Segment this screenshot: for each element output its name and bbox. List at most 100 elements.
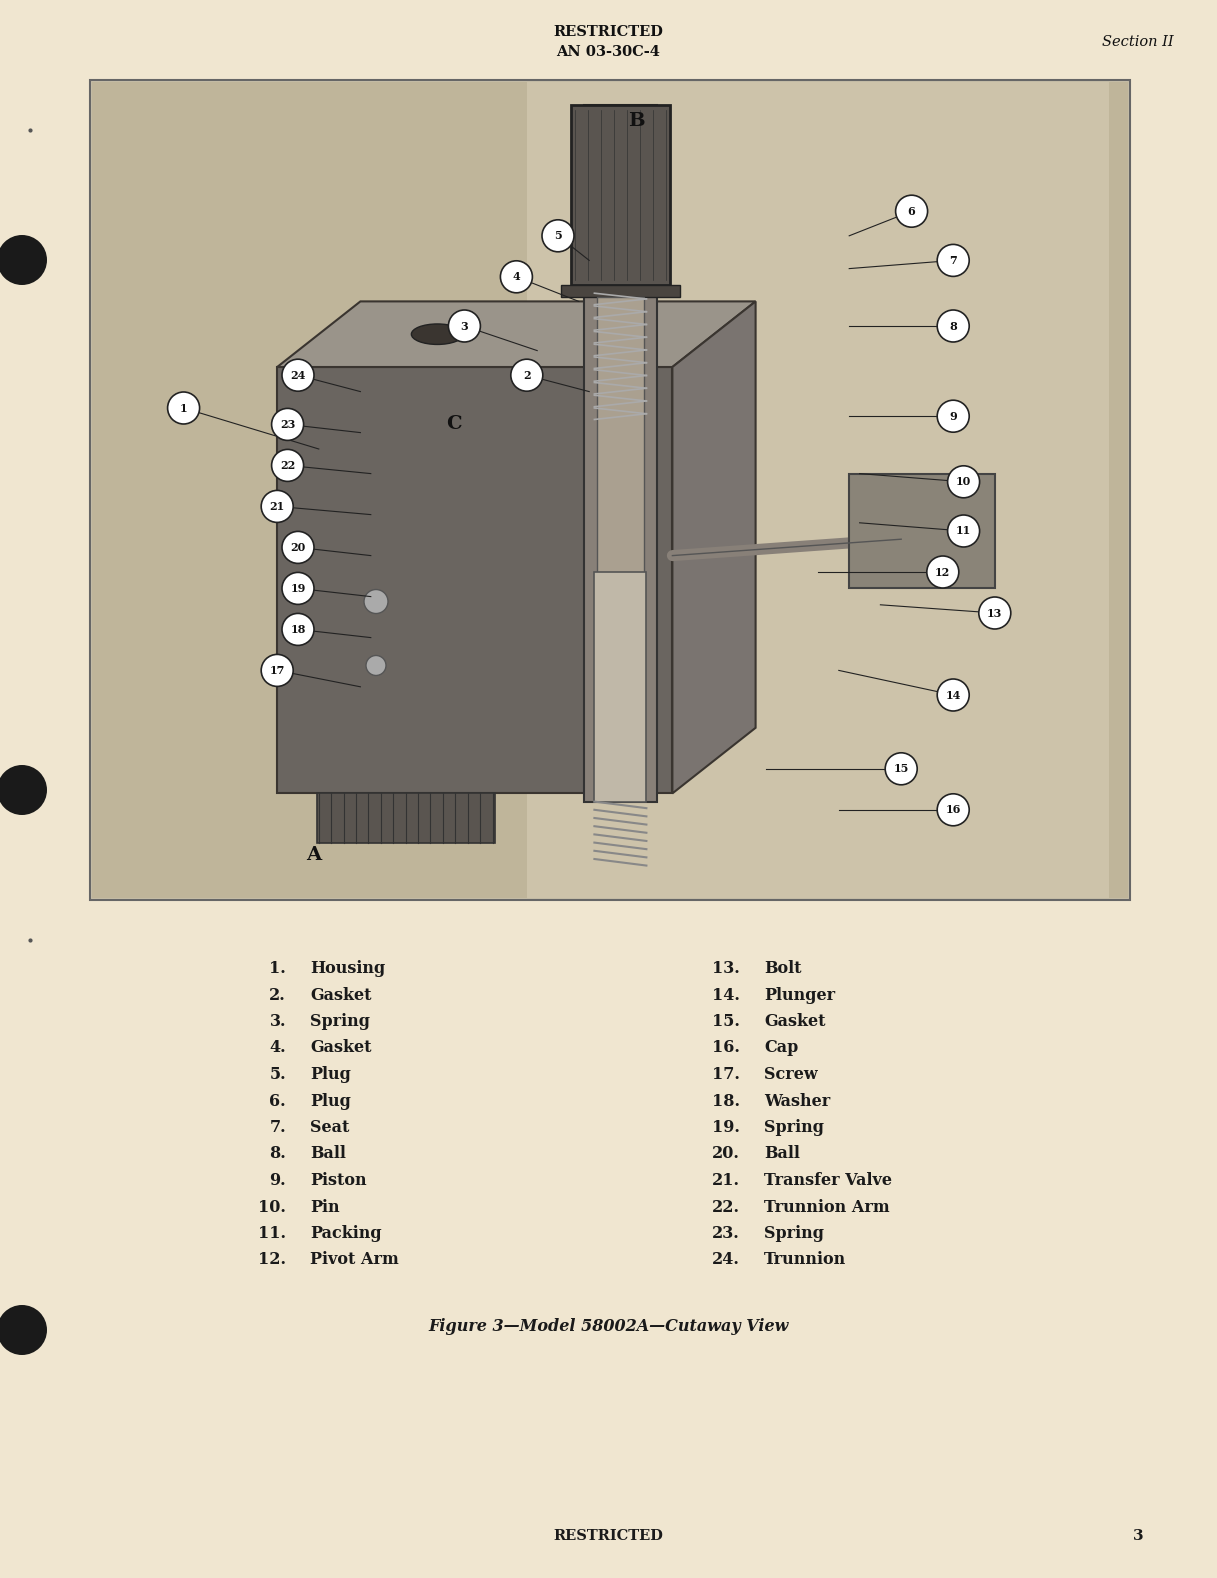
Text: Plug: Plug xyxy=(310,1092,352,1109)
Text: Gasket: Gasket xyxy=(764,1013,826,1030)
Bar xyxy=(92,82,1128,898)
Text: 17: 17 xyxy=(269,664,285,675)
Circle shape xyxy=(262,491,293,522)
Text: 11.: 11. xyxy=(258,1225,286,1242)
Text: 1: 1 xyxy=(180,402,187,413)
Circle shape xyxy=(282,573,314,604)
Text: Spring: Spring xyxy=(764,1225,824,1242)
Text: 21.: 21. xyxy=(712,1172,740,1188)
Circle shape xyxy=(948,514,980,548)
Text: Pin: Pin xyxy=(310,1199,340,1215)
Text: Spring: Spring xyxy=(764,1119,824,1136)
Text: 16.: 16. xyxy=(712,1040,740,1057)
Text: RESTRICTED: RESTRICTED xyxy=(554,25,663,39)
Text: 15.: 15. xyxy=(712,1013,740,1030)
Text: 9.: 9. xyxy=(269,1172,286,1188)
Text: Pivot Arm: Pivot Arm xyxy=(310,1251,399,1269)
Bar xyxy=(571,104,669,286)
Text: 12.: 12. xyxy=(258,1251,286,1269)
Text: Section II: Section II xyxy=(1103,35,1173,49)
Text: 4: 4 xyxy=(512,271,521,282)
Text: Transfer Valve: Transfer Valve xyxy=(764,1172,892,1188)
Text: 4.: 4. xyxy=(269,1040,286,1057)
Text: 18.: 18. xyxy=(712,1092,740,1109)
Text: A: A xyxy=(305,846,321,863)
Text: 23: 23 xyxy=(280,418,296,429)
Text: 23.: 23. xyxy=(712,1225,740,1242)
Text: 3: 3 xyxy=(460,320,469,331)
Text: Plunger: Plunger xyxy=(764,986,835,1004)
Text: 22: 22 xyxy=(280,459,296,470)
Text: 15: 15 xyxy=(893,764,909,775)
Text: Bolt: Bolt xyxy=(764,959,802,977)
Text: 3: 3 xyxy=(1133,1529,1143,1543)
Text: 21: 21 xyxy=(270,500,285,511)
Text: 2: 2 xyxy=(523,369,531,380)
Text: 8: 8 xyxy=(949,320,957,331)
Text: Piston: Piston xyxy=(310,1172,368,1188)
Circle shape xyxy=(448,309,481,342)
Bar xyxy=(561,286,680,297)
Circle shape xyxy=(0,765,47,814)
Text: 13.: 13. xyxy=(712,959,740,977)
Circle shape xyxy=(271,450,303,481)
Text: 2.: 2. xyxy=(269,986,286,1004)
Text: 22.: 22. xyxy=(712,1199,740,1215)
Text: 16: 16 xyxy=(946,805,961,816)
Text: 7.: 7. xyxy=(269,1119,286,1136)
Circle shape xyxy=(542,219,574,252)
Text: 9: 9 xyxy=(949,410,957,421)
Text: AN 03-30C-4: AN 03-30C-4 xyxy=(556,46,661,58)
Text: Ball: Ball xyxy=(764,1146,800,1163)
Circle shape xyxy=(168,391,200,424)
Bar xyxy=(849,473,994,589)
Text: 6.: 6. xyxy=(269,1092,286,1109)
Bar xyxy=(594,571,646,802)
Text: C: C xyxy=(447,415,461,434)
Circle shape xyxy=(937,794,969,825)
Text: 1.: 1. xyxy=(269,959,286,977)
Text: 13: 13 xyxy=(987,608,1003,619)
Text: RESTRICTED: RESTRICTED xyxy=(554,1529,663,1543)
Text: Cap: Cap xyxy=(764,1040,798,1057)
Text: Trunnion Arm: Trunnion Arm xyxy=(764,1199,890,1215)
Circle shape xyxy=(282,360,314,391)
Circle shape xyxy=(282,532,314,563)
Circle shape xyxy=(937,245,969,276)
Text: Gasket: Gasket xyxy=(310,986,372,1004)
Circle shape xyxy=(937,401,969,432)
Text: Plug: Plug xyxy=(310,1067,352,1083)
Circle shape xyxy=(282,614,314,645)
Text: 10.: 10. xyxy=(258,1199,286,1215)
Circle shape xyxy=(948,466,980,497)
Text: 14.: 14. xyxy=(712,986,740,1004)
Polygon shape xyxy=(673,301,756,794)
Text: 5.: 5. xyxy=(269,1067,286,1083)
Text: 7: 7 xyxy=(949,256,957,267)
Text: 19: 19 xyxy=(291,582,305,593)
Text: Seat: Seat xyxy=(310,1119,349,1136)
Bar xyxy=(527,82,1109,898)
Text: Ball: Ball xyxy=(310,1146,346,1163)
Text: 24.: 24. xyxy=(712,1251,740,1269)
Circle shape xyxy=(0,235,47,286)
Text: Packing: Packing xyxy=(310,1225,382,1242)
Text: 19.: 19. xyxy=(712,1119,740,1136)
Circle shape xyxy=(937,679,969,712)
Bar xyxy=(598,297,644,584)
Text: Washer: Washer xyxy=(764,1092,830,1109)
Circle shape xyxy=(927,555,959,589)
Text: 18: 18 xyxy=(291,623,305,634)
Text: Trunnion: Trunnion xyxy=(764,1251,847,1269)
Text: Gasket: Gasket xyxy=(310,1040,372,1057)
Circle shape xyxy=(885,753,918,784)
Text: Spring: Spring xyxy=(310,1013,370,1030)
Text: 11: 11 xyxy=(957,525,971,537)
Text: Screw: Screw xyxy=(764,1067,818,1083)
Bar xyxy=(90,80,1131,899)
Circle shape xyxy=(937,309,969,342)
Text: B: B xyxy=(628,112,644,129)
Circle shape xyxy=(0,1305,47,1356)
Text: 24: 24 xyxy=(291,369,305,380)
Bar xyxy=(316,794,494,843)
